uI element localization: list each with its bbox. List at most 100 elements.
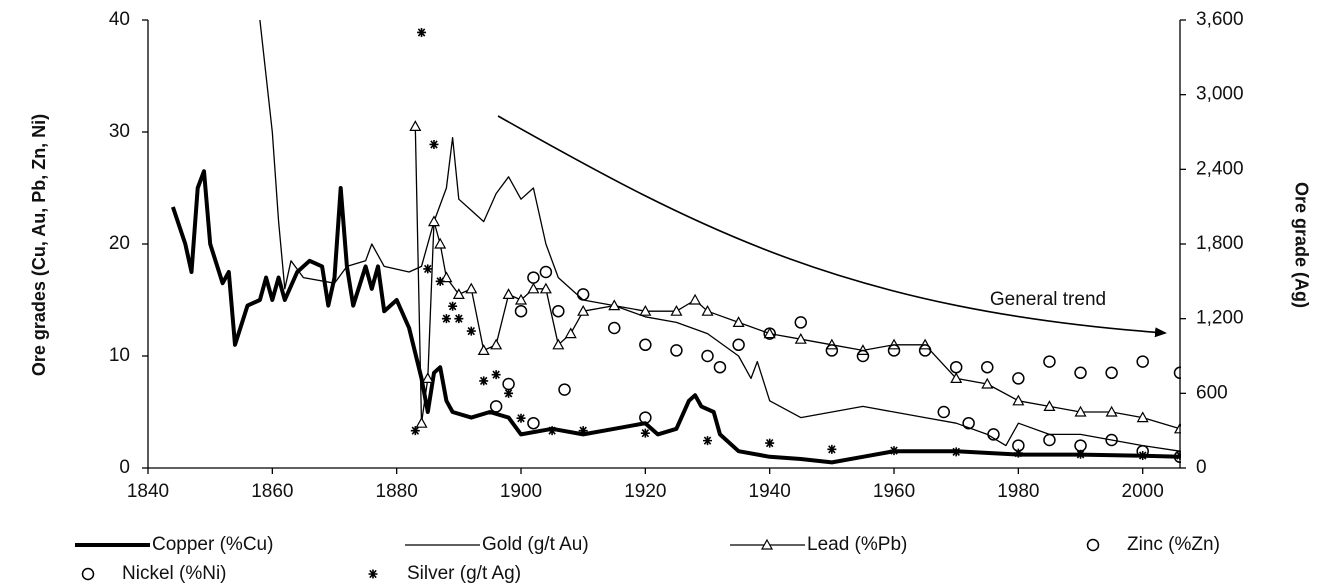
marker-circle	[1086, 538, 1100, 552]
x-tick-label: 2000	[1122, 481, 1164, 502]
marker-triangle	[981, 377, 994, 389]
marker-circle	[1012, 372, 1025, 385]
marker-asterisk	[491, 370, 501, 380]
marker-circle	[489, 400, 503, 413]
marker-circle	[527, 416, 540, 430]
marker-asterisk	[889, 446, 899, 456]
marker-triangle	[477, 344, 490, 355]
marker-triangle	[1105, 405, 1118, 417]
marker-circle	[639, 411, 652, 424]
marker-triangle	[527, 282, 540, 294]
marker-triangle	[1012, 394, 1025, 406]
marker-circle	[552, 304, 565, 318]
marker-circle	[670, 344, 683, 357]
marker-triangle	[427, 215, 440, 227]
marker-circle	[1105, 366, 1118, 380]
marker-triangle	[465, 282, 478, 294]
marker-asterisk	[827, 444, 837, 454]
marker-circle	[502, 377, 515, 391]
marker-triangle	[950, 372, 963, 383]
marker-asterisk	[504, 388, 514, 398]
marker-circle	[825, 344, 839, 357]
marker-circle	[1043, 355, 1056, 368]
marker-circle	[1136, 355, 1149, 368]
marker-triangle	[452, 288, 465, 299]
x-tick-label: 1920	[624, 481, 666, 502]
marker-circle	[1074, 366, 1087, 380]
marker-triangle	[514, 293, 528, 305]
marker-triangle	[440, 271, 453, 283]
y2-axis-label: Ore grade (Ag)	[1291, 182, 1311, 308]
legend-item: Silver (g/t Ag)	[368, 563, 521, 584]
marker-circle	[918, 344, 932, 357]
marker-asterisk	[435, 276, 445, 286]
series-line	[171, 169, 1181, 465]
legend-label: Nickel (%Ni)	[122, 563, 227, 584]
axes: 1840 1860 1880 1900 1920 1940 1960 1980 2000 0 10 2…	[109, 9, 1244, 502]
marker-asterisk	[640, 428, 650, 438]
marker-triangle	[539, 282, 552, 294]
marker-triangle	[732, 316, 745, 327]
marker-circle	[937, 405, 951, 419]
legend-item: Lead (%Pb)	[730, 534, 907, 555]
marker-circle	[514, 304, 528, 318]
marker-triangle	[490, 338, 503, 350]
x-tick-label: 1900	[500, 481, 542, 502]
marker-asterisk	[547, 426, 557, 436]
marker-triangle	[1136, 411, 1149, 423]
marker-triangle	[552, 338, 565, 350]
marker-circle	[1105, 433, 1118, 447]
y-tick-label: 20	[109, 233, 130, 254]
marker-asterisk	[1138, 451, 1148, 461]
legend-item: Zinc (%Zn)	[1086, 534, 1220, 555]
marker-triangle	[701, 304, 714, 316]
marker-asterisk	[429, 139, 439, 149]
marker-circle	[558, 383, 571, 396]
marker-triangle	[1043, 400, 1056, 411]
marker-asterisk	[516, 413, 526, 423]
legend: Copper (%Cu) Gold (g/t Au) Lead (%Pb) Zinc …	[75, 534, 1220, 584]
y-axis-label: Ore grades (Cu, Au, Pb, Zn, Ni)	[29, 114, 49, 376]
legend-label: Gold (g/t Au)	[482, 534, 589, 555]
marker-triangle	[760, 538, 774, 550]
marker-triangle	[689, 293, 702, 305]
y-tick-label: 0	[119, 457, 130, 478]
legend-label: Lead (%Pb)	[807, 534, 907, 555]
series-line	[259, 19, 1181, 452]
legend-label: Zinc (%Zn)	[1127, 534, 1220, 555]
series-line	[414, 126, 1181, 430]
marker-triangle	[502, 288, 515, 299]
marker-circle	[1043, 433, 1056, 447]
marker-asterisk	[951, 447, 961, 457]
marker-circle	[576, 288, 590, 301]
x-tick-label: 1980	[997, 481, 1039, 502]
marker-triangle	[608, 299, 621, 311]
annotation: General trend	[990, 289, 1106, 310]
marker-triangle	[639, 304, 652, 316]
y2-tick-label: 3,000	[1196, 84, 1244, 105]
marker-circle	[856, 349, 870, 363]
marker-circle	[794, 316, 808, 329]
marker-triangle	[409, 120, 422, 131]
marker-circle	[701, 349, 714, 363]
legend-item: Copper (%Cu)	[75, 534, 273, 555]
marker-asterisk	[441, 314, 451, 324]
plot-area	[171, 19, 1181, 465]
y2-tick-label: 1,800	[1196, 233, 1244, 254]
marker-asterisk	[466, 326, 476, 336]
marker-circle	[608, 321, 621, 335]
y-tick-label: 30	[109, 121, 130, 142]
marker-asterisk	[454, 314, 464, 324]
marker-asterisk	[479, 376, 489, 386]
legend-item: Nickel (%Ni)	[81, 563, 227, 584]
marker-circle	[987, 428, 1000, 441]
marker-circle	[1074, 439, 1087, 452]
marker-circle	[81, 567, 95, 581]
legend-label: Copper (%Cu)	[152, 534, 273, 555]
marker-circle	[887, 344, 901, 357]
marker-triangle	[1074, 405, 1087, 417]
marker-circle	[763, 327, 776, 340]
marker-asterisk	[417, 27, 427, 37]
y2-tick-label: 1,200	[1196, 308, 1244, 329]
y-tick-label: 40	[109, 9, 130, 30]
